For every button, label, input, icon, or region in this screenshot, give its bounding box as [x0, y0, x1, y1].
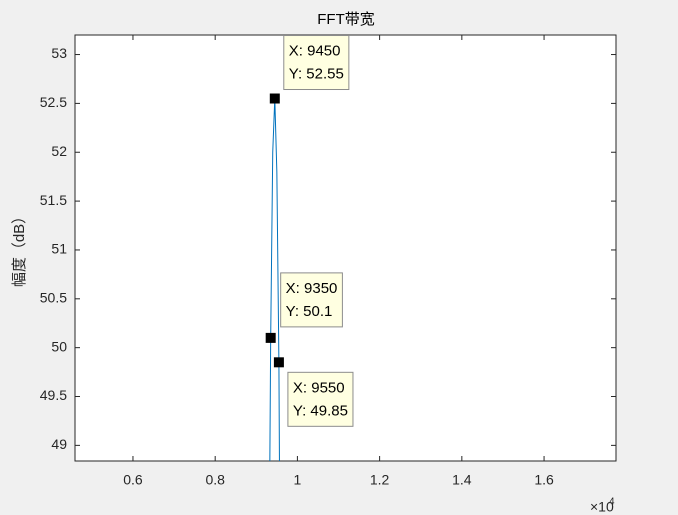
y-tick-label: 53 — [51, 45, 67, 61]
datatip: X: 9550 Y: 49.85 — [287, 371, 354, 427]
datatip-box — [280, 272, 343, 328]
x-tick-label: 0.8 — [205, 472, 225, 488]
x-tick-label: 1.2 — [370, 472, 390, 488]
x-tick-label: 0.6 — [123, 472, 143, 488]
datatip-marker — [269, 93, 280, 104]
datatip-y: Y: 50.1 — [286, 303, 333, 320]
x-exponent: 4 — [609, 497, 615, 508]
x-tick-label: 1.4 — [452, 472, 472, 488]
y-tick-label: 51.5 — [40, 192, 67, 208]
datatip-y: Y: 52.55 — [289, 65, 344, 82]
datatip-marker — [273, 357, 284, 368]
y-tick-label: 50 — [51, 338, 67, 354]
x-tick-label: 1.6 — [534, 472, 554, 488]
axes-box — [74, 34, 617, 462]
chart-title: FFT带宽 — [317, 11, 375, 28]
y-tick-label: 49 — [51, 436, 67, 452]
datatip: X: 9450 Y: 52.55 — [283, 35, 350, 91]
datatip-x: X: 9550 — [293, 379, 345, 396]
x-tick-label: 1 — [294, 472, 302, 488]
datatip-x: X: 9350 — [286, 280, 338, 297]
y-tick-label: 50.5 — [40, 290, 67, 306]
datatip: X: 9350 Y: 50.1 — [280, 272, 343, 328]
y-tick-label: 51 — [51, 241, 67, 257]
x-multiplier: ×10 — [590, 499, 614, 515]
datatip-box — [287, 371, 354, 427]
y-tick-label: 52 — [51, 143, 67, 159]
datatip-marker — [265, 332, 276, 343]
y-tick-label: 52.5 — [40, 94, 67, 110]
y-axis-label: 幅度（dB） — [11, 209, 28, 287]
datatip-x: X: 9450 — [289, 42, 341, 59]
y-tick-label: 49.5 — [40, 387, 67, 403]
datatip-box — [283, 35, 350, 91]
datatip-y: Y: 49.85 — [293, 402, 348, 419]
